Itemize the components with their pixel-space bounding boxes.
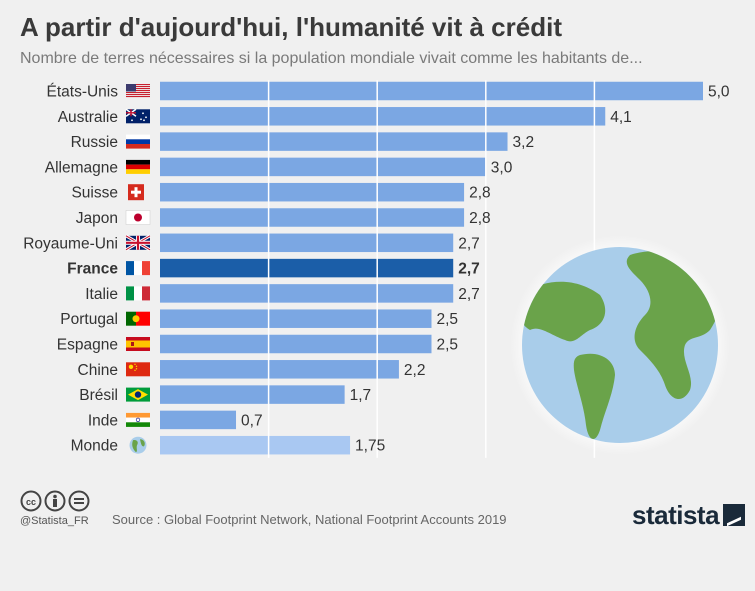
value-label-13: 0,7 <box>241 412 263 429</box>
value-label-1: 4,1 <box>610 109 632 126</box>
bar-4 <box>160 182 465 202</box>
chart-subtitle: Nombre de terres nécessaires si la popul… <box>20 50 643 67</box>
value-label-8: 2,7 <box>458 286 480 303</box>
category-label-14: Monde <box>71 438 118 455</box>
bar-9 <box>160 309 432 328</box>
value-label-7: 2,7 <box>458 261 480 278</box>
chart-title: A partir d'aujourd'hui, l'humanité vit à… <box>20 12 562 42</box>
cc-icon: cc <box>20 490 42 512</box>
category-label-4: Suisse <box>71 185 118 202</box>
value-label-6: 2,7 <box>458 235 480 252</box>
value-label-12: 1,7 <box>350 387 372 404</box>
bar-7 <box>160 258 454 278</box>
bar-5 <box>160 208 465 227</box>
uk-flag-icon <box>125 234 151 252</box>
bar-8 <box>160 284 454 303</box>
brazil-flag-icon <box>126 387 150 402</box>
category-label-13: Inde <box>88 412 118 429</box>
bar-10 <box>160 334 432 354</box>
value-label-0: 5,0 <box>708 84 730 101</box>
russia-flag-icon <box>126 134 150 149</box>
bar-14 <box>160 435 351 455</box>
value-label-2: 3,2 <box>513 134 535 151</box>
spain-flag-icon <box>126 337 150 351</box>
category-label-6: Royaume-Uni <box>23 235 118 252</box>
bar-12 <box>160 385 345 404</box>
value-label-9: 2,5 <box>437 311 459 328</box>
license-icons: cc <box>20 490 90 512</box>
attribution-icon <box>44 490 66 512</box>
category-label-12: Brésil <box>79 387 118 404</box>
category-label-1: Australie <box>58 109 118 126</box>
china-flag-icon <box>126 362 150 377</box>
value-label-10: 2,5 <box>437 337 459 354</box>
bar-11 <box>160 360 399 379</box>
social-handle: @Statista_FR <box>20 515 89 527</box>
category-label-2: Russie <box>71 134 118 151</box>
india-flag-icon <box>126 412 150 427</box>
category-label-5: Japon <box>76 210 118 227</box>
portugal-flag-icon <box>126 311 150 326</box>
value-label-14: 1,75 <box>355 438 385 455</box>
category-label-7: France <box>67 261 118 278</box>
value-label-5: 2,8 <box>469 210 491 227</box>
statista-wordmark: statista <box>632 500 720 530</box>
bar-13 <box>160 410 237 430</box>
value-label-11: 2,2 <box>404 362 426 379</box>
germany-flag-icon <box>126 159 150 174</box>
bar-chart: États-Unis 5,0 Australie 4,1 Russie 3,2 Allema… <box>23 80 730 458</box>
category-label-9: Portugal <box>60 311 118 328</box>
category-label-11: Chine <box>78 362 119 379</box>
category-label-8: Italie <box>85 286 118 303</box>
globe-icon <box>129 436 147 454</box>
bar-6 <box>160 233 454 253</box>
bar-1 <box>160 107 606 126</box>
us-flag-icon <box>126 84 150 98</box>
value-label-3: 3,0 <box>491 159 513 176</box>
svg-text:cc: cc <box>26 497 36 507</box>
statista-logo-mark-icon <box>723 504 746 526</box>
statista-logo[interactable]: statista <box>632 500 746 531</box>
australia-flag-icon <box>125 108 150 124</box>
bar-2 <box>160 132 508 151</box>
globe-illustration <box>510 235 730 455</box>
bar-0 <box>160 81 703 101</box>
category-label-0: États-Unis <box>47 84 119 101</box>
noderivs-icon <box>68 490 90 512</box>
italy-flag-icon <box>126 286 150 301</box>
japan-flag-icon <box>125 210 151 225</box>
bar-3 <box>160 157 486 177</box>
value-label-4: 2,8 <box>469 185 491 202</box>
france-flag-icon <box>126 261 150 276</box>
switzerland-flag-icon <box>128 184 144 201</box>
category-label-3: Allemagne <box>45 159 118 176</box>
category-label-10: Espagne <box>57 337 118 354</box>
source-note: Source : Global Footprint Network, Natio… <box>112 512 507 527</box>
